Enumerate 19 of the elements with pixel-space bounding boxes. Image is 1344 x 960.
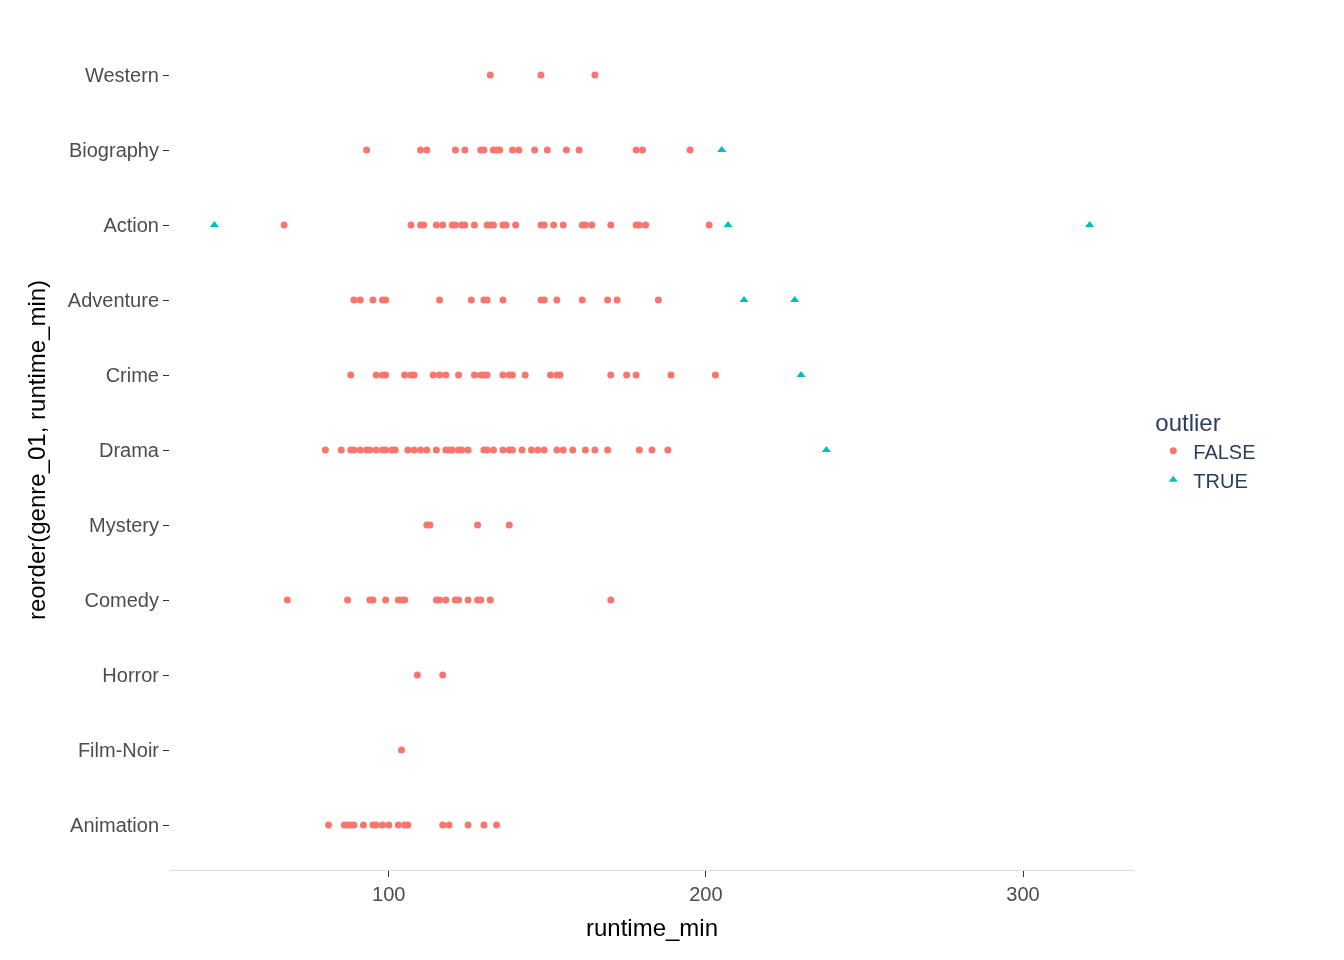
y-tick-label: Western [84,64,159,86]
y-tick-label: Action [103,214,159,236]
legend-label: TRUE [1193,469,1248,492]
y-tick-label: Drama [98,439,160,461]
x-tick-label: 200 [689,883,723,905]
x-tick-label: 100 [372,883,406,905]
y-tick-label: Crime [105,364,159,386]
legend-title: outlier [1155,409,1221,437]
y-tick-label: Adventure [67,289,159,311]
x-axis-title: runtime_min [585,914,719,942]
y-tick-label: Mystery [89,514,159,536]
y-tick-label: Horror [102,664,160,686]
legend-label: FALSE [1193,440,1256,463]
y-axis-title: reorder(genre_01, runtime_min) [22,279,50,621]
x-tick-label: 300 [1006,883,1040,905]
y-tick-label: Animation [70,814,159,836]
y-tick-label: Comedy [84,589,159,611]
y-tick-label: Film-Noir [77,739,160,761]
y-tick-label: Biography [68,139,159,161]
